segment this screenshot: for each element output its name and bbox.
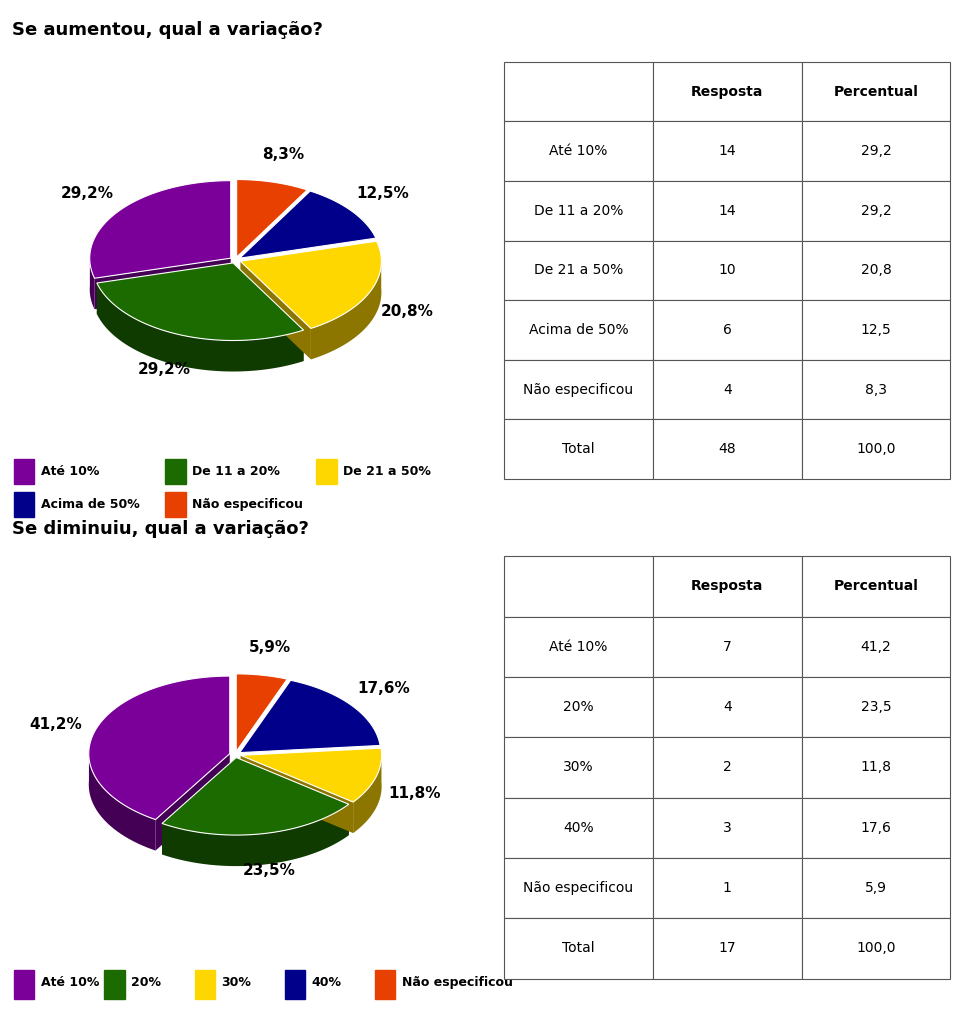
Text: Até 10%: Até 10% <box>41 465 100 478</box>
Polygon shape <box>241 755 353 833</box>
Text: De 21 a 50%: De 21 a 50% <box>344 465 431 478</box>
Polygon shape <box>240 191 376 259</box>
FancyBboxPatch shape <box>165 492 185 517</box>
Text: 29,2%: 29,2% <box>137 363 190 377</box>
Polygon shape <box>241 748 382 802</box>
Polygon shape <box>353 752 382 833</box>
Text: 17,6%: 17,6% <box>357 682 410 696</box>
Polygon shape <box>162 757 236 855</box>
Text: Não especificou: Não especificou <box>192 499 303 511</box>
Polygon shape <box>162 804 348 866</box>
Polygon shape <box>236 757 348 835</box>
FancyBboxPatch shape <box>375 970 396 999</box>
Text: 8,3%: 8,3% <box>262 147 304 163</box>
Polygon shape <box>236 674 287 752</box>
FancyBboxPatch shape <box>195 970 215 999</box>
Text: 20,8%: 20,8% <box>381 304 434 318</box>
Text: 30%: 30% <box>222 976 252 989</box>
Text: Não especificou: Não especificou <box>402 976 513 989</box>
Polygon shape <box>311 258 381 359</box>
Text: Se aumentou, qual a variação?: Se aumentou, qual a variação? <box>12 21 324 39</box>
FancyBboxPatch shape <box>14 459 35 484</box>
Polygon shape <box>89 180 230 278</box>
Polygon shape <box>240 262 311 359</box>
Polygon shape <box>97 263 303 341</box>
Text: 5,9%: 5,9% <box>249 640 291 655</box>
Polygon shape <box>233 263 303 362</box>
Text: 11,8%: 11,8% <box>388 786 441 801</box>
Text: De 11 a 20%: De 11 a 20% <box>192 465 280 478</box>
Text: 23,5%: 23,5% <box>243 863 296 879</box>
FancyBboxPatch shape <box>14 492 35 517</box>
Polygon shape <box>240 241 381 329</box>
Polygon shape <box>88 676 229 820</box>
FancyBboxPatch shape <box>285 970 305 999</box>
Text: 41,2%: 41,2% <box>30 717 83 732</box>
FancyBboxPatch shape <box>14 970 35 999</box>
Polygon shape <box>156 754 229 851</box>
Polygon shape <box>89 254 94 309</box>
Text: Até 10%: Até 10% <box>41 976 100 989</box>
Text: Se diminuiu, qual a variação?: Se diminuiu, qual a variação? <box>12 520 309 539</box>
Text: 40%: 40% <box>312 976 342 989</box>
Polygon shape <box>240 680 380 753</box>
Polygon shape <box>94 259 230 309</box>
Text: 29,2%: 29,2% <box>61 186 114 201</box>
Text: 20%: 20% <box>132 976 161 989</box>
Polygon shape <box>97 283 303 372</box>
Text: Acima de 50%: Acima de 50% <box>41 499 140 511</box>
Polygon shape <box>162 757 348 835</box>
Polygon shape <box>88 750 156 851</box>
FancyBboxPatch shape <box>105 970 125 999</box>
FancyBboxPatch shape <box>317 459 337 484</box>
Polygon shape <box>237 179 307 258</box>
Polygon shape <box>97 263 233 314</box>
FancyBboxPatch shape <box>165 459 185 484</box>
Text: 12,5%: 12,5% <box>356 186 409 201</box>
